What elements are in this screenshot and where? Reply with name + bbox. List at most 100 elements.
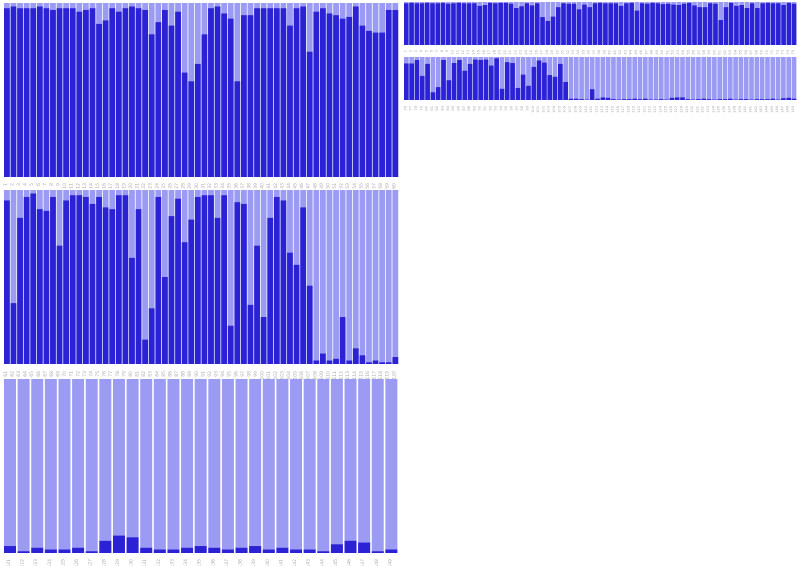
x-tick-label: 89: [187, 371, 193, 377]
x-tick-label: 48: [312, 183, 318, 189]
x-tick-label: 144: [764, 105, 768, 113]
bar-value: [17, 551, 30, 553]
x-tick-label: 66: [36, 371, 42, 377]
bar-value: [692, 5, 697, 46]
bar-value: [175, 198, 181, 364]
x-tick-label: 61: [718, 50, 722, 55]
bar-value: [555, 7, 561, 45]
bar-value: [126, 537, 139, 553]
bar-value: [317, 551, 330, 553]
bar-value: [536, 60, 542, 100]
bar-value: [529, 5, 535, 46]
x-tick-label: 25: [529, 50, 533, 55]
bar-value: [754, 99, 760, 100]
x-tick-label: 93: [214, 371, 220, 377]
bar-background: [320, 190, 326, 364]
x-tick-label: 20: [128, 183, 134, 189]
bar-value: [63, 200, 70, 364]
x-tick-label: 104: [286, 371, 292, 380]
bar-value: [208, 195, 214, 364]
bar-value: [786, 97, 792, 100]
bar-value: [576, 9, 582, 45]
x-tick-label: 30: [555, 49, 559, 54]
bar-value: [765, 2, 771, 45]
bar-background: [276, 379, 289, 553]
x-tick-label: 10: [62, 183, 68, 189]
bar-value: [72, 547, 85, 553]
bar-value: [707, 3, 713, 45]
x-tick-label: 33: [214, 183, 220, 189]
bar-value: [674, 97, 680, 100]
bar-value: [728, 2, 734, 45]
bar-value: [241, 203, 247, 364]
bar-value: [372, 360, 379, 364]
bar-background: [72, 379, 85, 553]
x-tick-label: 22: [141, 183, 147, 189]
x-tick-label: 51: [665, 50, 669, 55]
bar-value: [194, 196, 201, 364]
x-tick-label: 132: [701, 106, 705, 113]
bar-value: [31, 547, 44, 553]
x-tick-label: 63: [728, 50, 732, 55]
x-tick-label: 113: [345, 371, 351, 380]
bar-value: [545, 20, 551, 45]
bar-value: [140, 547, 153, 553]
x-tick-label: 2: [409, 50, 413, 52]
x-tick-label: 65: [29, 371, 35, 377]
x-tick-label: 109: [579, 105, 583, 113]
x-tick-label: 100: [260, 371, 266, 380]
bar-background: [371, 379, 384, 553]
x-tick-label: 49: [319, 183, 325, 189]
bar-background: [568, 57, 574, 100]
x-tick-label: 97: [515, 106, 519, 111]
x-tick-label: 131: [142, 559, 148, 566]
x-tick-label: 25: [161, 183, 167, 189]
bar-value: [519, 6, 524, 46]
bar-background: [781, 57, 786, 100]
x-tick-label: 5: [29, 183, 35, 186]
bar-value: [43, 210, 50, 364]
bar-value: [722, 99, 728, 100]
bar-background: [743, 57, 749, 100]
x-tick-label: 41: [266, 183, 272, 189]
x-tick-label: 18: [492, 49, 496, 54]
bar-background: [680, 57, 685, 100]
x-tick-label: 22: [513, 50, 517, 55]
bar-value: [608, 3, 613, 45]
x-tick-label: 37: [592, 50, 596, 55]
bar-background: [658, 57, 664, 100]
x-tick-label: 120: [637, 105, 641, 113]
bar-value: [175, 11, 181, 178]
x-tick-label: 139: [738, 105, 742, 113]
bar-value: [385, 549, 398, 553]
bar-value: [441, 60, 446, 100]
x-tick-label: 75: [95, 371, 101, 377]
bar-value: [466, 3, 472, 45]
bar-value: [43, 8, 50, 177]
bar-value: [249, 546, 262, 553]
x-tick-label: 141: [749, 106, 753, 113]
bar-value: [4, 546, 16, 553]
x-tick-label: 48: [650, 49, 654, 54]
bar-background: [208, 379, 221, 553]
bar-value: [791, 3, 797, 45]
x-tick-label: 58: [378, 183, 384, 189]
bar-background: [153, 379, 166, 553]
x-tick-label: 16: [482, 49, 486, 54]
x-tick-label: 147: [360, 559, 366, 566]
x-tick-label: 98: [520, 105, 524, 110]
x-tick-label: 96: [233, 371, 239, 377]
x-tick-label: 83: [148, 371, 154, 377]
bar-background: [385, 379, 398, 553]
bar-value: [494, 58, 499, 100]
x-tick-label: 17: [487, 50, 491, 55]
x-tick-label: 17: [108, 183, 114, 189]
bar-value: [188, 81, 195, 177]
bar-value: [579, 99, 584, 100]
x-tick-label: 1: [3, 183, 9, 186]
bar-value: [462, 70, 468, 100]
x-tick-label: 137: [727, 106, 731, 113]
bar-value: [414, 60, 420, 100]
bar-background: [584, 57, 590, 100]
x-tick-label: 35: [581, 50, 585, 55]
